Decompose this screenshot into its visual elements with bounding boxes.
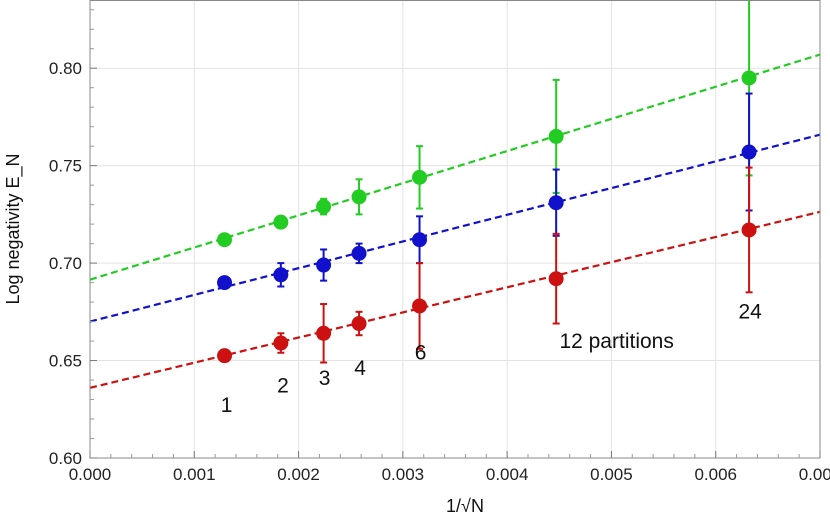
data-point [217, 232, 233, 248]
data-point [548, 195, 564, 211]
annotation-label: 1 [221, 394, 233, 417]
ticks: 0.000 0.001 0.002 0.003 0.004 0.005 0.006 0.007… [49, 9, 830, 484]
data-point [548, 128, 564, 144]
y-tick-label: 0.65 [49, 352, 82, 371]
annotation-label: 12 partitions [559, 330, 673, 353]
y-tick-label: 0.70 [49, 254, 82, 273]
data-point [351, 245, 367, 261]
data-point [217, 348, 233, 364]
y-tick-label: 0.60 [49, 449, 82, 468]
plot-frame [89, 0, 821, 459]
data-point [316, 199, 332, 215]
x-tick-label: 0.002 [277, 465, 320, 484]
fit-line [89, 53, 821, 281]
annotation-label: 6 [415, 342, 427, 365]
data-point [273, 335, 289, 351]
x-axis-title: 1/√N [446, 496, 484, 516]
data-point [741, 144, 757, 160]
data-point [273, 267, 289, 283]
data-points [217, 70, 757, 364]
data-point [412, 298, 428, 314]
annotations: 1 2 3 4 6 12 partitions 24 [221, 301, 762, 418]
y-axis-title: Log negativity E_N [3, 153, 24, 304]
data-point [316, 325, 332, 341]
fit-line [89, 133, 821, 323]
x-tick-label: 0.003 [382, 465, 425, 484]
annotation-label: 3 [319, 367, 331, 390]
data-point [548, 271, 564, 287]
annotation-label: 4 [354, 357, 366, 380]
data-point [351, 316, 367, 332]
data-point [741, 222, 757, 238]
data-point [273, 214, 289, 230]
data-point [412, 169, 428, 185]
data-point [217, 275, 233, 291]
plot-border [89, 0, 821, 459]
x-tick-label: 0.006 [694, 465, 737, 484]
fit-line [89, 210, 821, 389]
y-tick-label: 0.80 [49, 59, 82, 78]
data-point [741, 70, 757, 86]
data-point [351, 189, 367, 205]
x-tick-label: 0.004 [486, 465, 529, 484]
x-tick-label: 0.001 [173, 465, 216, 484]
x-tick-label: 0.005 [590, 465, 633, 484]
data-point [316, 257, 332, 273]
annotation-label: 2 [277, 375, 289, 398]
annotation-label: 24 [738, 301, 762, 324]
fit-lines [89, 53, 821, 389]
data-point [412, 232, 428, 248]
y-tick-label: 0.75 [49, 157, 82, 176]
x-tick-label: 0.007 [799, 465, 830, 484]
x-tick-label: 0.000 [69, 465, 112, 484]
error-bars [221, 0, 753, 364]
